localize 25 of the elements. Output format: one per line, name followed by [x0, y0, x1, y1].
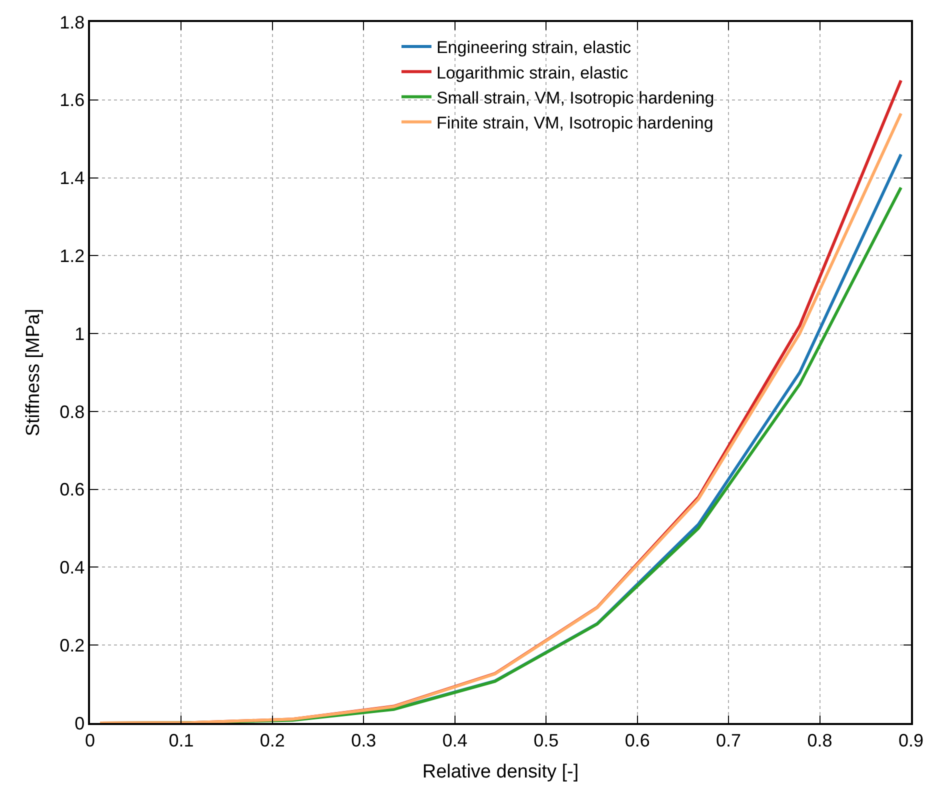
y-tick-label: 1.2	[60, 246, 85, 266]
x-tick-label: 0.5	[534, 730, 559, 750]
y-tick-label: 1.4	[60, 168, 85, 188]
x-tick-label: 0.1	[168, 730, 194, 750]
legend-label: Logarithmic strain, elastic	[436, 63, 629, 82]
x-tick-label: 0.4	[442, 730, 468, 750]
x-tick-label: 0.9	[898, 730, 924, 750]
x-tick-label: 0.7	[716, 730, 742, 750]
y-tick-label: 1.8	[60, 12, 85, 32]
legend-label: Finite strain, VM, Isotropic hardening	[436, 113, 714, 132]
y-tick-label: 0.2	[60, 635, 85, 656]
x-tick-label: 0.3	[351, 730, 376, 750]
y-tick-label: 1.6	[60, 90, 85, 110]
y-axis-title: Stiffness [MPa]	[22, 308, 44, 436]
x-tick-label: 0.2	[260, 730, 285, 750]
x-tick-label: 0.8	[807, 730, 832, 750]
x-tick-label: 0.6	[624, 730, 650, 750]
y-tick-label: 0.8	[60, 402, 85, 422]
y-tick-label: 1	[74, 324, 85, 344]
x-axis-title: Relative density [-]	[422, 762, 579, 783]
legend-label: Engineering strain, elastic	[436, 38, 632, 58]
y-tick-label: 0.6	[60, 480, 85, 500]
y-tick-label: 0	[74, 713, 85, 734]
legend-label: Small strain, VM, Isotropic hardening	[436, 88, 714, 108]
y-tick-label: 0.4	[60, 558, 85, 578]
